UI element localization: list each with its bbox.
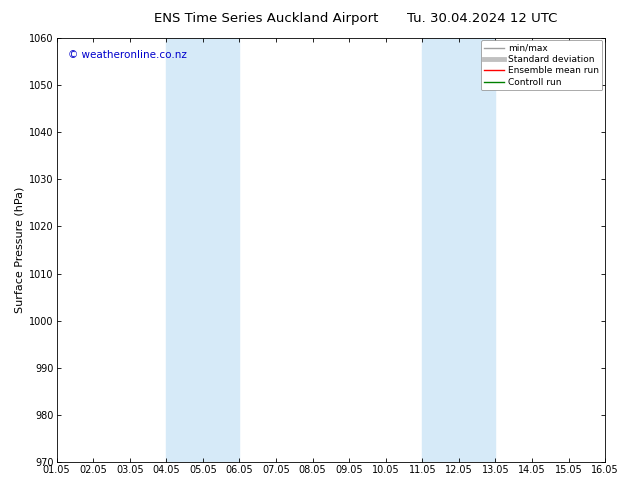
- Text: Tu. 30.04.2024 12 UTC: Tu. 30.04.2024 12 UTC: [406, 12, 557, 25]
- Text: © weatheronline.co.nz: © weatheronline.co.nz: [68, 50, 186, 60]
- Y-axis label: Surface Pressure (hPa): Surface Pressure (hPa): [15, 187, 25, 313]
- Bar: [166, 38, 240, 462]
- Text: ENS Time Series Auckland Airport: ENS Time Series Auckland Airport: [154, 12, 378, 25]
- Bar: [422, 38, 495, 462]
- Legend: min/max, Standard deviation, Ensemble mean run, Controll run: min/max, Standard deviation, Ensemble me…: [481, 40, 602, 90]
